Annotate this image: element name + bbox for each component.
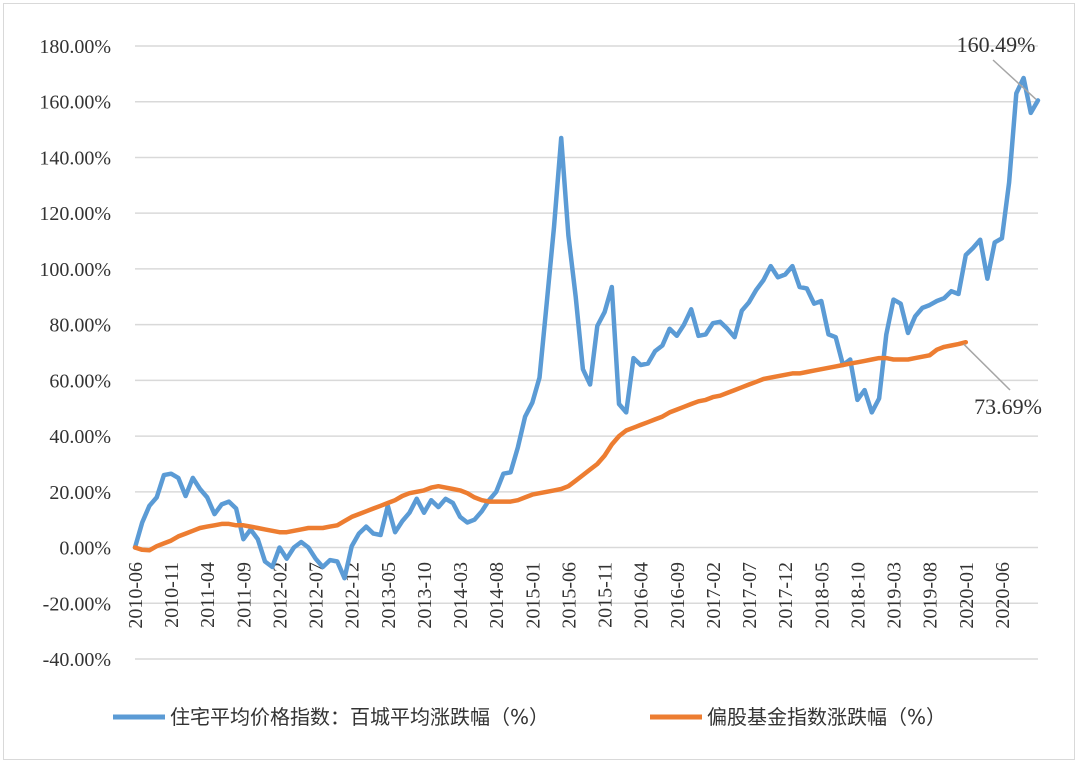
y-tick-label: 180.00% (39, 36, 111, 58)
y-axis-tick-labels: 180.00% 160.00% 140.00% 120.00% 100.00% 80.00… (39, 36, 111, 671)
legend-label: 偏股基金指数涨跌幅（%） (707, 705, 946, 729)
y-tick-label: 20.00% (49, 482, 111, 504)
x-tick-label: 2012-02 (269, 562, 291, 629)
y-tick-label: 0.00% (59, 538, 111, 560)
x-tick-label: 2019-08 (920, 562, 942, 629)
end-label-equity-fund: 73.69% (974, 394, 1042, 419)
x-tick-label: 2017-07 (739, 562, 761, 629)
x-tick-label: 2020-06 (992, 562, 1014, 629)
series-line-housing-index (132, 75, 1041, 581)
y-tick-label: 60.00% (49, 370, 111, 392)
x-tick-label: 2016-09 (667, 562, 689, 629)
y-tick-label: 100.00% (39, 259, 111, 281)
x-tick-label: 2018-05 (811, 562, 833, 629)
y-tick-label: 140.00% (39, 147, 111, 169)
y-tick-label: 80.00% (49, 315, 111, 337)
x-tick-label: 2020-01 (956, 562, 978, 629)
x-tick-label: 2013-10 (414, 562, 436, 629)
annotation-leader-line (963, 343, 1011, 391)
y-tick-label: -20.00% (43, 593, 111, 615)
series-line-equity-fund-index (132, 339, 969, 553)
x-tick-label: 2010-06 (125, 562, 147, 629)
series-lines (132, 75, 1041, 581)
x-tick-label: 2016-04 (631, 562, 653, 629)
x-tick-label: 2017-12 (775, 562, 797, 629)
x-tick-label: 2011-09 (233, 562, 255, 628)
y-tick-label: -40.00% (43, 649, 111, 671)
x-tick-label: 2018-10 (847, 562, 869, 629)
x-tick-label: 2014-08 (486, 562, 508, 629)
x-tick-label: 2013-05 (378, 562, 400, 629)
x-tick-label: 2014-03 (450, 562, 472, 629)
x-tick-label: 2015-11 (595, 562, 617, 628)
legend: 住宅平均价格指数：百城平均涨跌幅（%） 偏股基金指数涨跌幅（%） (113, 705, 946, 729)
y-tick-label: 160.00% (39, 92, 111, 114)
x-tick-label: 2017-02 (703, 562, 725, 629)
x-tick-label: 2015-06 (558, 562, 580, 629)
end-label-housing: 160.49% (957, 32, 1036, 57)
y-tick-label: 40.00% (49, 426, 111, 448)
x-tick-label: 2012-12 (342, 562, 364, 629)
x-tick-label: 2011-04 (197, 562, 219, 628)
x-tick-label: 2015-01 (522, 562, 544, 629)
x-tick-label: 2012-07 (306, 562, 328, 629)
x-tick-label: 2019-03 (884, 562, 906, 629)
end-value-annotations: 160.49% 73.69% (957, 32, 1042, 419)
x-axis-tick-labels: 2010-06 2010-11 2011-04 2011-09 2012-02 2012-… (125, 562, 1014, 629)
annotation-leader-line (992, 59, 1037, 100)
y-tick-label: 120.00% (39, 203, 111, 225)
x-tick-label: 2010-11 (161, 562, 183, 628)
legend-label: 住宅平均价格指数：百城平均涨跌幅（%） (170, 705, 549, 729)
